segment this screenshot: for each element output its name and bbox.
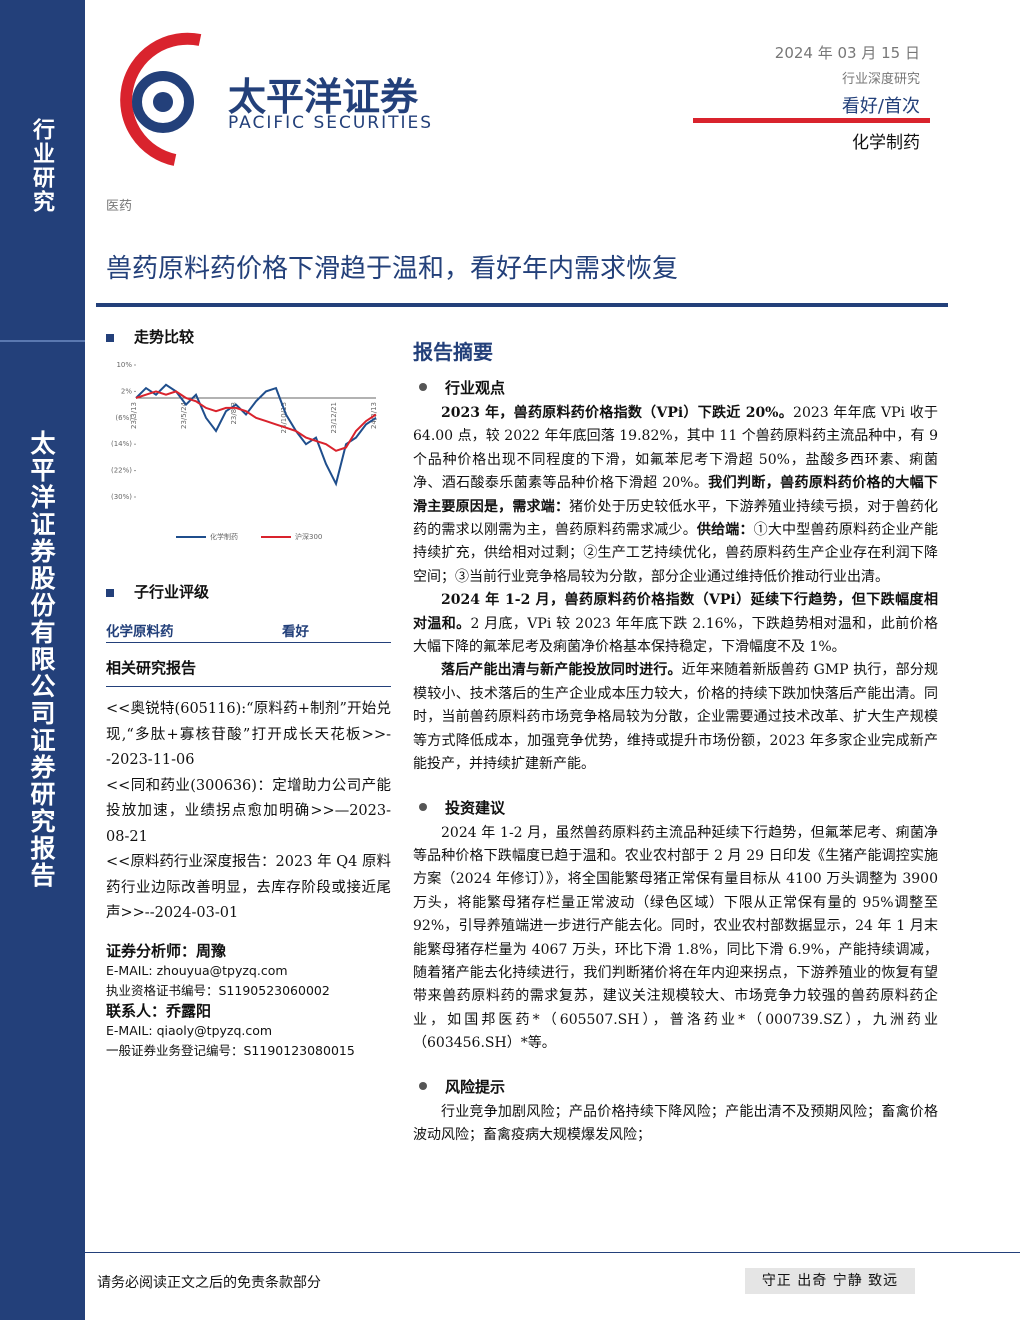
related-report: <<奥锐特(605116):“原料药+制剂”开始兑现,“多肽+寡核苷酸”打开成长… xyxy=(106,701,391,768)
sections: 行业观点 2023 年，兽药原料药价格指数（VPi）下跌近 20%。2023 年年… xyxy=(413,377,938,1147)
text: 2023 年年底 VPi 收于 64.00 点，较 2022 年年底回落 19.… xyxy=(413,405,938,492)
bold-text: 落后产能出清与新产能投放同时进行。 xyxy=(441,662,682,679)
bullet xyxy=(419,1081,427,1090)
text: ①大中型兽药原料药企业产能持续扩充，供给相对过剩；②生产工艺持续优化，兽药原料药… xyxy=(413,522,939,585)
bullet xyxy=(419,383,427,391)
title: 兽药原料药价格下滑趋于温和，看好年内需求恢复 xyxy=(106,254,679,284)
title-rule xyxy=(96,303,948,307)
text: 2 月底，VPi 较 2023 年年底下跌 2.16%，下跌趋势相对温和，此前价… xyxy=(413,615,938,656)
trend-chart: 10% 2% (6%) (14%) (22%) (30%) 23/3/13 23/5/24 23… xyxy=(111,361,378,541)
footer-rule xyxy=(85,1252,1020,1253)
section-title: 行业观点 xyxy=(445,379,506,397)
section: 投资建议 2024 年 1-2 月，虽然兽药原料药主流品种延续下行趋势，但氟苯尼考… xyxy=(413,797,938,1056)
contact-name: 证券分析师：周豫 xyxy=(106,941,227,960)
section-heading: 风险提示 xyxy=(413,1076,938,1097)
section: 行业观点 2023 年，兽药原料药价格指数（VPi）下跌近 20%。2023 年年… xyxy=(413,377,938,777)
x-tick-label: 23/10/13 xyxy=(280,402,288,433)
paragraph: 2023 年，兽药原料药价格指数（VPi）下跌近 20%。2023 年年底 VP… xyxy=(413,402,938,589)
date: 2024 年 03 月 15 日 xyxy=(774,44,920,62)
contact-info: E-MAIL: zhouyua@tpyzq.com xyxy=(106,962,288,978)
section-title: 风险提示 xyxy=(445,1077,506,1096)
sector: 化学制药 xyxy=(852,133,920,153)
text: 行业竞争加剧风险；产品价格持续下降风险；产能出清不及预期风险；畜禽价格波动风险；… xyxy=(413,1103,938,1143)
bold-text: 我们判断，兽药原料药价格的大幅下滑主要原因是，需求端： xyxy=(413,475,939,515)
y-tick-label: (30%) xyxy=(111,493,132,501)
related-report: <<同和药业(300636)：定增助力公司产能投放加速，业绩拐点愈加明确>>—2… xyxy=(106,777,391,845)
sidebar-top: 行业研究 xyxy=(29,118,55,214)
paragraph: 2024 年 1-2 月，虽然兽药原料药主流品种延续下行趋势，但氟苯尼考、痢菌净… xyxy=(413,822,938,1056)
disclaimer: 请务必阅读正文之后的免责条款部分 xyxy=(97,1275,321,1291)
y-tick-label: 10% xyxy=(116,361,132,369)
x-tick-label: 23/8/3 xyxy=(230,402,238,425)
rating: 看好/首次 xyxy=(841,96,920,117)
section-title: 投资建议 xyxy=(445,798,506,817)
x-tick-label: 23/5/24 xyxy=(180,401,188,429)
paragraph: 行业竞争加剧风险；产品价格持续下降风险；产能出清不及预期风险；畜禽价格波动风险；… xyxy=(413,1101,938,1148)
text: 猪价处于历史较低水平，下游养殖业持续亏损，对于兽药化药的需求以刚需为主，兽药原料… xyxy=(413,498,939,539)
sidebar-divider xyxy=(0,340,85,342)
legend-label: 沪深300 xyxy=(295,532,322,541)
company-name: 太平洋证券 xyxy=(228,75,419,119)
sidebar xyxy=(0,0,85,1320)
x-tick-label: 23/12/21 xyxy=(330,402,338,433)
x-tick-label: 23/3/13 xyxy=(130,402,138,429)
sub-rating-row: 化学原料药 看好 xyxy=(106,620,391,643)
section-heading: 投资建议 xyxy=(413,797,938,818)
contact-info: 一般证券业务登记编号：S1190123080015 xyxy=(106,1042,355,1058)
related-report: <<原料药行业深度报告：2023 年 Q4 原料药行业边际改善明显，去库存阶段或… xyxy=(106,854,391,921)
legend-label: 化学制药 xyxy=(210,532,238,541)
section: 风险提示行业竞争加剧风险；产品价格持续下降风险；产能出清不及预期风险；畜禽价格波… xyxy=(413,1076,938,1148)
bold-text: 2024 年 1-2 月，兽药原料药价格指数（VPi）延续下行趋势，但下跌幅度相… xyxy=(413,592,938,632)
bold-text: 2023 年，兽药原料药价格指数（VPi）下跌近 20%。 xyxy=(441,405,794,421)
related-list: <<奥锐特(605116):“原料药+制剂”开始兑现,“多肽+寡核苷酸”打开成长… xyxy=(106,697,391,927)
bullet xyxy=(419,802,427,811)
contact-name: 联系人：乔露阳 xyxy=(106,1001,212,1020)
rating-bar xyxy=(693,118,930,123)
sub-rating: 看好 xyxy=(282,624,309,640)
company-en: PACIFIC SECURITIES xyxy=(228,113,434,133)
y-tick-label: 2% xyxy=(121,387,132,395)
y-tick-label: (14%) xyxy=(111,440,132,448)
paragraph: 落后产能出清与新产能投放同时进行。近年来随着新版兽药 GMP 执行，部分规模较小… xyxy=(413,659,938,776)
y-tick-label: (6%) xyxy=(115,414,132,422)
text: 2024 年 1-2 月，虽然兽药原料药主流品种延续下行趋势，但氟苯尼考、痢菌净… xyxy=(413,824,938,1052)
right-column: 报告摘要 行业观点 2023 年，兽药原料药价格指数（VPi）下跌近 20%。20… xyxy=(413,336,938,1147)
bold-text: 供给端： xyxy=(696,522,754,539)
left-column: 走势比较 10% 2% (6%) (14%) (22%) (30%) 23/3/13 23/5… xyxy=(106,326,391,1061)
sub-rating-heading: 子行业评级 xyxy=(134,583,210,601)
series-line xyxy=(135,383,377,487)
report-type: 行业深度研究 xyxy=(841,72,920,87)
contact-info: E-MAIL: qiaoly@tpyzq.com xyxy=(106,1022,273,1038)
contacts: 证券分析师：周豫 E-MAIL: zhouyua@tpyzq.com 执业资格证书编… xyxy=(106,941,391,1061)
logo xyxy=(120,32,202,166)
y-tick-label: (22%) xyxy=(111,467,132,475)
sub-industry: 化学原料药 xyxy=(106,624,174,640)
section-heading: 行业观点 xyxy=(413,377,938,398)
series-line xyxy=(135,390,377,452)
paragraph: 2024 年 1-2 月，兽药原料药价格指数（VPi）延续下行趋势，但下跌幅度相… xyxy=(413,589,938,659)
sidebar-vertical: 太平洋证券股份有限公司证券研究报告 xyxy=(27,430,56,889)
text: 近年来随着新版兽药 GMP 执行，部分规模较小、技术落后的生产企业成本压力较大，… xyxy=(413,662,938,773)
contact-info: 执业资格证书编号：S1190523060002 xyxy=(106,982,330,998)
trend-heading: 走势比较 xyxy=(134,328,195,346)
summary-heading: 报告摘要 xyxy=(413,340,493,364)
motto: 守正 出奇 宁静 致远 xyxy=(745,1268,915,1294)
category: 医药 xyxy=(106,199,133,214)
related-heading: 相关研究报告 xyxy=(106,657,391,687)
